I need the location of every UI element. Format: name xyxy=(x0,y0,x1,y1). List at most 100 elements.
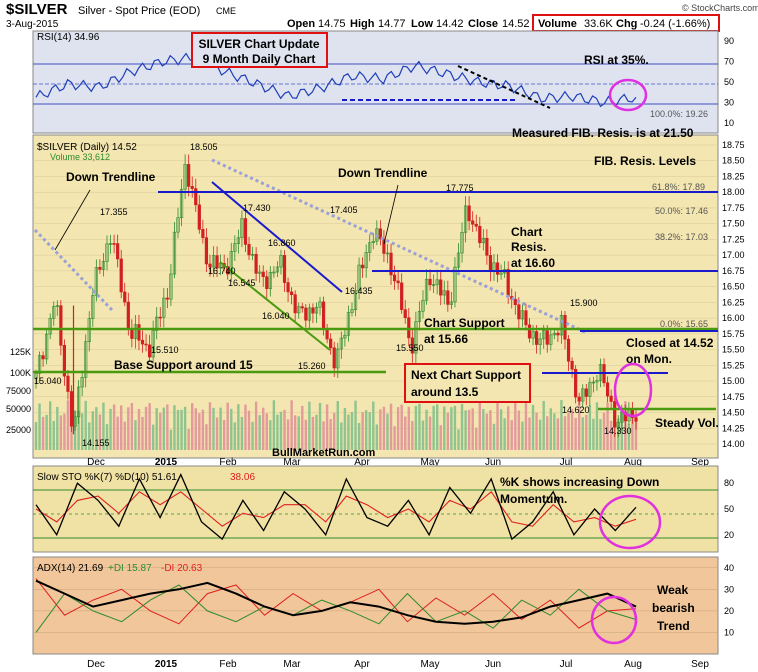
volume-bar xyxy=(297,416,300,450)
candle-body xyxy=(424,278,429,301)
candle-body xyxy=(442,290,446,296)
volume-bar xyxy=(354,400,357,450)
volume-bar xyxy=(265,413,268,450)
volume-bar xyxy=(464,410,467,450)
candle-body xyxy=(293,294,297,314)
x-axis-label: Jul xyxy=(560,457,573,468)
sto-note-1: %K shows increasing Down xyxy=(500,475,659,489)
candle-body xyxy=(488,255,493,272)
candle-body xyxy=(439,279,443,296)
price-point-label: 16.860 xyxy=(268,238,296,248)
volume-bar xyxy=(503,418,506,450)
candle-body xyxy=(158,316,162,319)
candle-body xyxy=(357,264,361,291)
price-point-label: 15.510 xyxy=(151,345,179,355)
adx-plus-di-line xyxy=(35,584,637,633)
price-y-tick: 18.00 xyxy=(722,187,745,197)
closed-label-2: on Mon. xyxy=(626,352,672,366)
price-y-tick: 15.75 xyxy=(722,329,745,339)
volume-bar xyxy=(606,402,609,450)
candle-body xyxy=(364,252,368,269)
candle-body xyxy=(112,243,116,245)
volume-bar xyxy=(446,412,450,450)
candle-body xyxy=(574,368,578,398)
x-axis-label: 2015 xyxy=(155,659,178,670)
volume-bar xyxy=(517,410,521,450)
rsi-fib-readout: 100.0%: 19.26 xyxy=(650,109,708,119)
volume-bar xyxy=(183,406,187,450)
volume-bar xyxy=(471,408,474,450)
price-point-label: 17.775 xyxy=(446,183,474,193)
exchange-label: CME xyxy=(216,6,236,16)
x-axis-label: Apr xyxy=(354,457,370,468)
candle-body xyxy=(155,316,159,331)
volume-bar xyxy=(535,412,538,450)
adx-line xyxy=(35,579,637,625)
candle-body xyxy=(531,331,535,339)
volume-bar xyxy=(414,405,418,450)
chart-resis-label-1: Chart xyxy=(511,225,542,239)
open-value: 14.75 xyxy=(318,18,346,30)
candle-body xyxy=(581,388,585,402)
volume-bar xyxy=(425,409,428,450)
candle-body xyxy=(243,218,248,245)
adx-legend-minus: -DI 20.63 xyxy=(161,563,203,574)
candle-body xyxy=(311,307,315,314)
candle-body xyxy=(116,243,120,260)
rsi-y-tick: 70 xyxy=(724,57,734,67)
volume-bar xyxy=(240,416,244,450)
candle-body xyxy=(215,255,219,269)
candle-body xyxy=(91,295,95,319)
fib-levels-note: FIB. Resis. Levels xyxy=(594,154,696,168)
price-y-tick: 14.25 xyxy=(722,423,745,433)
candle-body xyxy=(460,231,464,254)
candle-body xyxy=(474,223,478,227)
volume-bar xyxy=(237,404,240,450)
volume-bar xyxy=(386,413,389,450)
adx-y-tick: 40 xyxy=(724,563,734,573)
candle-body xyxy=(361,264,365,269)
volume-bar xyxy=(368,412,371,450)
sto-k-line xyxy=(35,473,637,541)
volume-bar xyxy=(63,413,66,450)
adx-note-2: bearish xyxy=(652,601,695,615)
candle-body xyxy=(534,331,539,345)
price-point-label: 15.260 xyxy=(298,361,326,371)
volume-bar xyxy=(325,404,329,450)
fib-resis-note: Measured FIB. Resis. is at 21.50 xyxy=(512,126,694,140)
fib-50-label: 50.0%: 17.46 xyxy=(655,206,708,216)
volume-bar xyxy=(340,422,343,450)
volume-bar xyxy=(222,420,226,450)
x-axis-label: May xyxy=(421,457,440,468)
price-point-label: 17.405 xyxy=(330,205,358,215)
candle-body xyxy=(588,382,592,397)
base-support-label: Base Support around 15 xyxy=(114,358,253,372)
steady-vol-label: Steady Vol. xyxy=(655,416,719,430)
candle-body xyxy=(307,307,311,321)
volume-bar xyxy=(404,416,407,450)
candle-body xyxy=(563,314,567,340)
candle-body xyxy=(400,282,404,310)
volume-bar xyxy=(137,408,141,450)
next-support-label-2: around 13.5 xyxy=(411,385,479,399)
x-axis-label: Sep xyxy=(691,659,709,670)
volume-bar xyxy=(315,414,318,450)
price-point-label: 14.155 xyxy=(82,438,110,448)
next-support-box xyxy=(404,363,531,403)
volume-bar xyxy=(247,410,251,450)
candle-body xyxy=(37,355,42,374)
volume-bar xyxy=(599,419,602,450)
volume-bar xyxy=(514,402,517,450)
volume-bar xyxy=(116,416,119,450)
candle-body xyxy=(584,388,588,397)
volume-bar xyxy=(230,408,233,450)
candle-body xyxy=(435,279,439,285)
candle-body xyxy=(62,344,67,377)
candle-body xyxy=(389,252,393,276)
candle-body xyxy=(545,330,549,345)
volume-bar xyxy=(226,402,229,450)
rsi-down-trendline xyxy=(457,65,551,109)
update-box-line1: SILVER Chart Update xyxy=(198,37,319,51)
x-axis-label: Dec xyxy=(87,659,105,670)
